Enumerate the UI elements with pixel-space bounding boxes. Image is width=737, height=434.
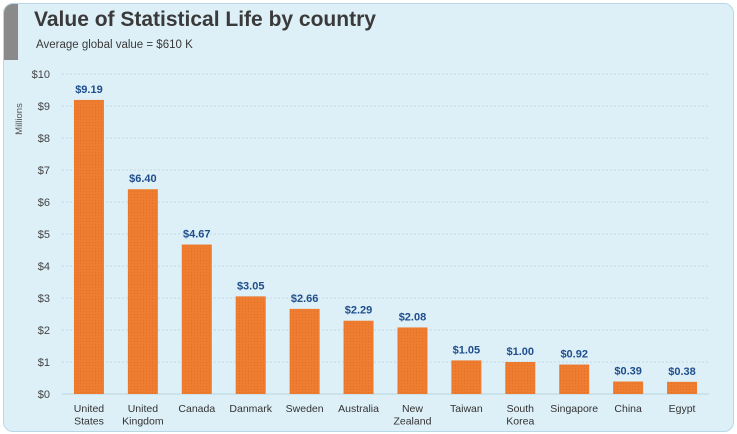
bar [397,327,428,394]
data-label: $1.05 [453,344,481,356]
y-tick-label: $5 [38,229,50,241]
data-label: $2.08 [399,311,427,323]
y-tick-label: $0 [38,389,50,401]
x-tick-label: United Kingdom [122,403,164,428]
gridlines [62,73,709,395]
bar [613,381,644,394]
bar [235,296,266,394]
y-tick-label: $4 [38,261,50,273]
data-label: $0.92 [560,349,588,361]
y-tick-label: $10 [32,69,50,81]
x-tick-label: New Zealand [393,403,431,428]
bar [127,189,158,394]
x-tick-label: Sweden [286,403,324,415]
y-axis: $0 $1 $2 $3 $4 $5 $6 $7 $8 $9 $10 [32,69,50,401]
bar [181,244,212,394]
x-tick-label: Egypt [669,403,696,415]
x-tick-label: Canada [178,403,215,415]
data-label: $3.05 [237,280,265,292]
bar [343,320,374,394]
x-tick-label: China [614,403,642,415]
bar [559,364,590,394]
data-label: $4.67 [183,229,211,241]
value-labels: $9.19 $6.40 $4.67 $3.05 $2.66 $2.29 $2.08 $1.05… [75,84,696,378]
bar [289,308,320,394]
bar [451,360,482,394]
y-tick-label: $1 [38,357,50,369]
title-accent-bar [4,4,18,60]
y-axis-title: Millions [14,103,25,135]
bar-chart: $0$1$2$3$4$5$6$7$8$9$10 $9.19$6.40$4.67$… [14,69,709,428]
bar [73,99,104,395]
data-label: $9.19 [75,84,103,96]
data-label: $6.40 [129,173,157,185]
y-tick-label: $8 [38,133,50,145]
x-axis: United States United Kingdom Canada Danmark Sw… [74,403,696,428]
chart-subtitle: Average global value = $610 K [36,39,193,51]
y-tick-label: $9 [38,101,50,113]
bars [73,99,698,395]
x-tick-label: Danmark [229,403,272,415]
chart-card: Value of Statistical Life by country Ave… [3,3,734,432]
y-tick-label: $6 [38,197,50,209]
bar [505,362,536,394]
data-label: $0.39 [614,366,642,378]
data-label: $1.00 [507,346,535,358]
bar [667,381,698,394]
x-tick-label: Singapore [550,403,598,415]
x-tick-label: South Korea [506,403,534,428]
x-tick-label: Taiwan [450,403,483,415]
y-tick-label: $3 [38,293,50,305]
data-label: $0.38 [668,366,696,378]
x-tick-label: Australia [338,403,379,415]
data-label: $2.29 [345,305,373,317]
x-tick-label: United States [74,403,105,428]
y-tick-label: $2 [38,325,50,337]
y-tick-label: $7 [38,165,50,177]
data-label: $2.66 [291,293,319,305]
chart-title: Value of Statistical Life by country [34,8,376,31]
